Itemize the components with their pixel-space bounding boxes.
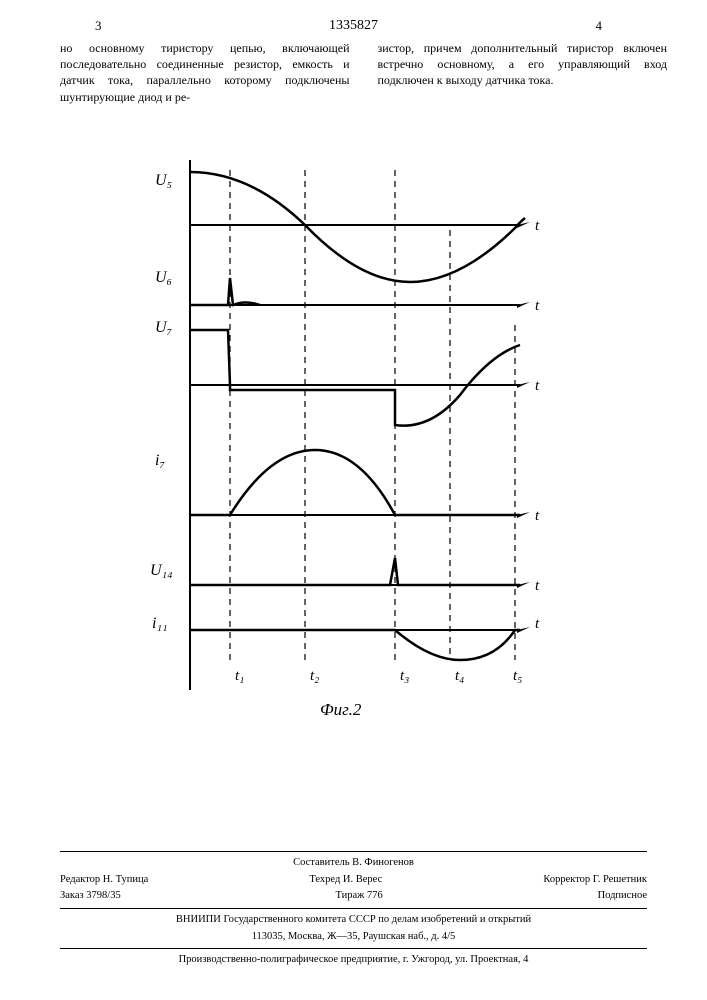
trace-u6: U₆ t [155, 269, 540, 314]
trace-i11: i₁₁ t [152, 615, 540, 660]
tick-t3: t₃ [400, 668, 409, 684]
footer-print: Производственно-полиграфическое предприя… [60, 953, 647, 968]
t-axis-u5: t [535, 218, 540, 234]
tick-t1: t₁ [235, 668, 244, 684]
footer-compiler: Составитель В. Финогенов [60, 856, 647, 871]
t-axis-u14: t [535, 578, 540, 594]
tick-t2: t₂ [310, 668, 319, 684]
footer-tech-editor: Техред И. Верес [309, 873, 382, 888]
label-i11: i₁₁ [152, 615, 168, 632]
footer-block: Составитель В. Финогенов Редактор Н. Туп… [60, 847, 647, 970]
body-text-columns: но основному тиристору цепью, включающей… [60, 40, 667, 105]
label-u6: U₆ [155, 269, 172, 286]
footer-org2: 113035, Москва, Ж—35, Раушская наб., д. … [60, 930, 647, 945]
tick-t4: t₄ [455, 668, 464, 684]
label-u5: U₅ [155, 172, 172, 189]
body-text-left: но основному тиристору цепью, включающей… [60, 40, 350, 105]
label-u14: U₁₄ [150, 562, 173, 579]
t-axis-i11: t [535, 616, 540, 632]
t-axis-u6: t [535, 298, 540, 314]
body-text-right: зистор, причем дополнительный тиристор в… [378, 40, 668, 105]
footer-corrector: Корректор Г. Решетник [543, 873, 647, 888]
figure-2: U₅ t U₆ t U₇ t i₇ t U₁₄ t i₁₁ t [120, 150, 560, 750]
page-number-right: 4 [596, 18, 603, 34]
t-axis-i7: t [535, 508, 540, 524]
trace-u5: U₅ t [155, 172, 540, 282]
trace-u14: U₁₄ t [150, 558, 540, 594]
footer-order: Заказ 3798/35 [60, 889, 121, 904]
trace-i7: i₇ t [155, 450, 540, 524]
time-tick-labels: t₁ t₂ t₃ t₄ t₅ [235, 668, 522, 684]
footer-editor: Редактор Н. Тупица [60, 873, 148, 888]
footer-circulation: Тираж 776 [335, 889, 382, 904]
label-u7: U₇ [155, 319, 173, 336]
tick-t5: t₅ [513, 668, 522, 684]
document-number: 1335827 [329, 18, 378, 34]
t-axis-u7: t [535, 378, 540, 394]
label-i7: i₇ [155, 452, 165, 469]
figure-caption: Фиг.2 [320, 700, 362, 719]
trace-u7: U₇ t [155, 319, 540, 426]
page-number-left: 3 [95, 18, 102, 34]
footer-org1: ВНИИПИ Государственного комитета СССР по… [60, 913, 647, 928]
footer-subscription: Подписное [598, 889, 647, 904]
